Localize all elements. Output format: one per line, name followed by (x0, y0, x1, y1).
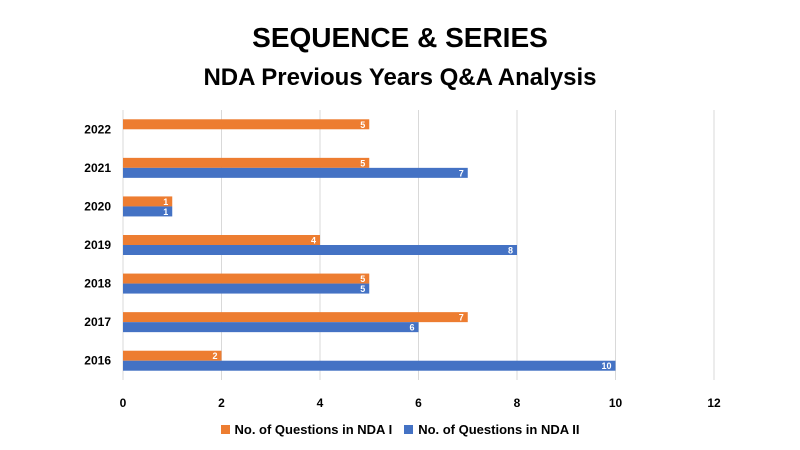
x-tick-label: 8 (514, 396, 521, 410)
category-label: 2019 (84, 238, 111, 252)
bar (123, 157, 370, 168)
data-label: 5 (360, 274, 365, 284)
data-label: 7 (459, 313, 464, 323)
x-tick-labels: 0 2 4 6 8 10 12 (120, 396, 721, 410)
category-labels: 2022 2021 2020 2019 2018 2017 2016 (84, 122, 111, 367)
category-label: 2021 (84, 161, 111, 175)
category-label: 2018 (84, 277, 111, 291)
category-label: 2017 (84, 315, 111, 329)
x-tick-label: 2 (218, 396, 225, 410)
x-tick-label: 0 (120, 396, 127, 410)
data-label: 1 (163, 207, 168, 217)
data-label: 2 (212, 351, 217, 361)
data-label: 10 (601, 361, 611, 371)
legend-swatch-nda2 (404, 425, 414, 434)
data-label: 1 (163, 197, 168, 207)
legend: No. of Questions in NDA I No. of Questio… (0, 422, 800, 437)
bar (123, 360, 616, 371)
legend-item-nda2: No. of Questions in NDA II (404, 422, 579, 437)
x-tick-label: 12 (707, 396, 721, 410)
category-label: 2016 (84, 354, 111, 368)
data-label: 5 (360, 284, 365, 294)
data-label: 4 (311, 236, 316, 246)
bar (123, 350, 222, 361)
bar (123, 312, 468, 323)
chart-title: SEQUENCE & SERIES (252, 22, 548, 53)
bar (123, 119, 370, 130)
x-tick-label: 4 (317, 396, 324, 410)
data-label: 8 (508, 246, 513, 256)
data-label: 5 (360, 158, 365, 168)
x-tick-label: 6 (415, 396, 422, 410)
legend-swatch-nda1 (220, 425, 230, 434)
category-label: 2022 (84, 122, 111, 136)
data-label: 7 (459, 168, 464, 178)
bar (123, 283, 370, 294)
bar (123, 245, 517, 255)
bar (123, 196, 173, 207)
data-label: 6 (409, 323, 414, 333)
category-label: 2020 (84, 199, 111, 213)
chart-subtitle: NDA Previous Years Q&A Analysis (203, 64, 597, 91)
data-label: 5 (360, 120, 365, 130)
bar (123, 167, 468, 178)
legend-label-nda2: No. of Questions in NDA II (418, 422, 580, 437)
bar (123, 235, 320, 245)
x-tick-label: 10 (609, 396, 623, 410)
bar (123, 206, 173, 217)
legend-item-nda1: No. of Questions in NDA I (220, 422, 393, 437)
bar (123, 273, 370, 284)
bar (123, 322, 419, 333)
legend-label-nda1: No. of Questions in NDA I (234, 422, 393, 437)
